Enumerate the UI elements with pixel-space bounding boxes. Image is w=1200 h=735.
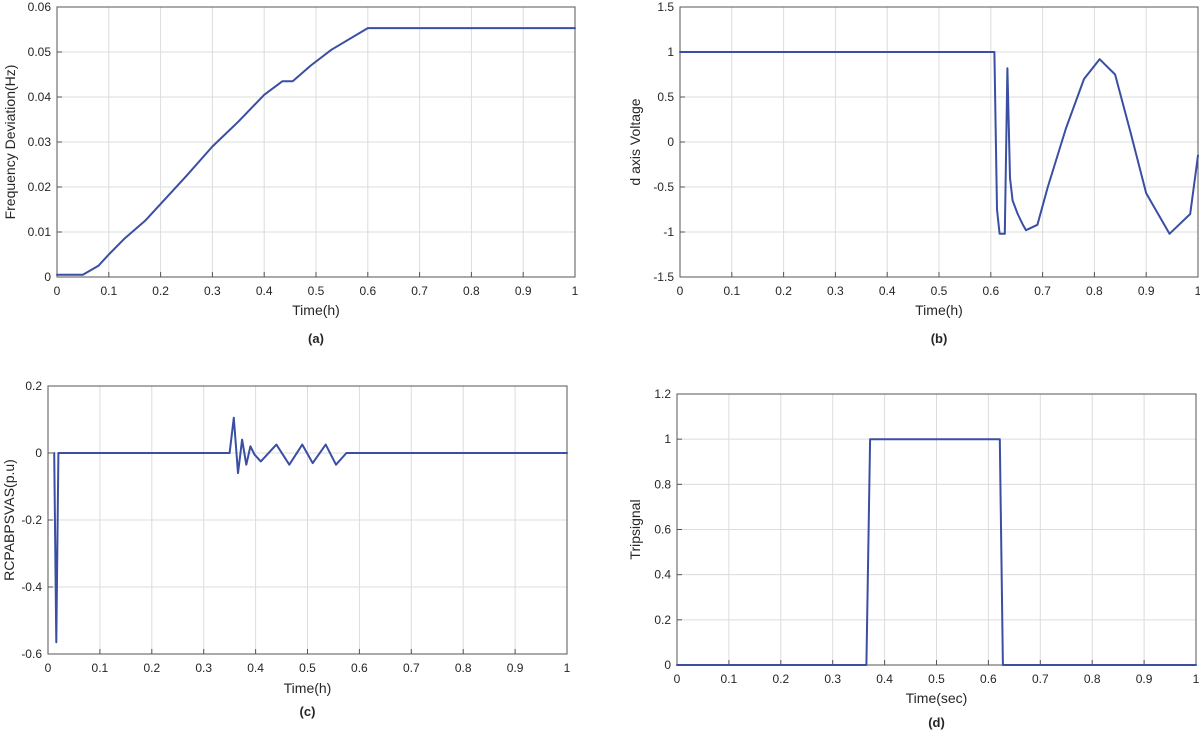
x-tick-label: 0.9 <box>1136 672 1153 686</box>
y-tick-label: 0 <box>667 135 674 149</box>
y-tick-label: 0.6 <box>654 523 671 537</box>
y-tick-label: 0.04 <box>28 90 52 104</box>
series-line <box>679 51 1199 235</box>
x-tick-label: 1 <box>572 284 579 298</box>
x-tick-label: 0.1 <box>92 661 109 675</box>
panel-b: 0 0.1 0.2 0.3 0.4 0.5 0.6 0.7 0.8 0.9 1 -1.5 -1 -0.5 0… <box>627 0 1200 346</box>
y-tick-label: 0.2 <box>654 613 671 627</box>
x-tick-label: 0.5 <box>299 661 316 675</box>
series-line <box>676 438 1197 666</box>
series-line <box>56 27 576 276</box>
x-axis-label: Time(h) <box>292 302 340 318</box>
y-tick-label: 0.01 <box>28 225 52 239</box>
x-tick-label: 0.9 <box>507 661 524 675</box>
panel-a: 0 0.1 0.2 0.3 0.4 0.5 0.6 0.7 0.8 0.9 1 0 0.01 0.02 0.… <box>2 0 579 346</box>
x-tick-label: 0.8 <box>455 661 472 675</box>
panel-c: 0 0.1 0.2 0.3 0.4 0.5 0.6 0.7 0.8 0.9 1 -0.6 -0.4 -0.… <box>1 379 571 719</box>
y-tick-label: -0.6 <box>21 647 42 661</box>
x-tick-label: 0.3 <box>195 661 212 675</box>
x-tick-label: 0.7 <box>411 284 428 298</box>
x-axis-label: Time(h) <box>915 302 963 318</box>
x-tick-label: 1 <box>564 661 571 675</box>
x-tick-label: 0.2 <box>143 661 160 675</box>
x-tick-label: 0.1 <box>100 284 117 298</box>
x-tick-label: 0.6 <box>359 284 376 298</box>
x-tick-label: 0.8 <box>1084 672 1101 686</box>
y-tick-label: 0.5 <box>657 90 674 104</box>
x-tick-label: 0.2 <box>775 284 792 298</box>
y-tick-label: 0.02 <box>28 180 52 194</box>
x-tick-label: 0.5 <box>928 672 945 686</box>
y-tick-label: 0.2 <box>25 379 42 393</box>
y-tick-label: 1 <box>667 45 674 59</box>
x-tick-label: 0.7 <box>403 661 420 675</box>
x-tick-label: 0.6 <box>351 661 368 675</box>
x-tick-label: 0.8 <box>1086 284 1103 298</box>
y-tick-label: 0.05 <box>28 45 52 59</box>
x-tick-label: 0 <box>674 672 681 686</box>
x-tick-label: 0.7 <box>1034 284 1051 298</box>
y-tick-label: -0.2 <box>21 513 42 527</box>
y-tick-label: -0.4 <box>21 580 42 594</box>
x-tick-label: 0.4 <box>879 284 896 298</box>
x-tick-label: 0.2 <box>772 672 789 686</box>
panel-caption: (d) <box>928 715 945 730</box>
y-tick-label: 0.03 <box>28 135 52 149</box>
y-tick-label: 0 <box>35 446 42 460</box>
x-tick-label: 0.7 <box>1032 672 1049 686</box>
panel-d: 0 0.1 0.2 0.3 0.4 0.5 0.6 0.7 0.8 0.9 1 0 0.2 0.4 0.6 0… <box>627 387 1200 730</box>
x-tick-label: 0.9 <box>515 284 532 298</box>
x-tick-label: 0.5 <box>931 284 948 298</box>
x-axis-label: Time(sec) <box>906 690 968 706</box>
x-tick-label: 0.4 <box>876 672 893 686</box>
x-tick-label: 0.5 <box>308 284 325 298</box>
y-tick-label: 1.5 <box>657 0 674 14</box>
x-tick-label: 1 <box>1195 284 1200 298</box>
y-tick-label: 1.2 <box>654 387 671 401</box>
x-tick-label: 0.3 <box>824 672 841 686</box>
y-tick-label: -1.5 <box>653 270 674 284</box>
x-tick-label: 0 <box>54 284 61 298</box>
x-tick-label: 0.4 <box>256 284 273 298</box>
y-tick-label: 0 <box>44 270 51 284</box>
y-axis-label: Frequency Deviation(Hz) <box>2 65 18 220</box>
panel-caption: (c) <box>300 704 316 719</box>
x-tick-label: 0 <box>45 661 52 675</box>
x-tick-label: 0.9 <box>1138 284 1155 298</box>
x-tick-label: 0.1 <box>721 672 738 686</box>
y-axis-label: d axis Voltage <box>627 98 643 185</box>
x-tick-label: 0.2 <box>152 284 169 298</box>
x-tick-label: 1 <box>1193 672 1200 686</box>
panel-caption: (b) <box>931 331 948 346</box>
x-tick-label: 0.6 <box>980 672 997 686</box>
x-tick-label: 0.3 <box>204 284 221 298</box>
y-tick-label: 0.4 <box>654 568 671 582</box>
x-axis-label: Time(h) <box>284 680 332 696</box>
y-axis-label: RCPABPSVAS(p.u) <box>1 459 17 581</box>
y-tick-label: 0 <box>664 658 671 672</box>
series-line <box>53 416 568 644</box>
x-tick-label: 0 <box>677 284 684 298</box>
x-tick-label: 0.6 <box>982 284 999 298</box>
x-tick-label: 0.1 <box>723 284 740 298</box>
x-tick-label: 0.4 <box>247 661 264 675</box>
y-tick-label: 0.06 <box>28 0 52 14</box>
y-tick-label: -1 <box>663 225 674 239</box>
y-tick-label: -0.5 <box>653 180 674 194</box>
x-tick-label: 0.8 <box>463 284 480 298</box>
x-tick-label: 0.3 <box>827 284 844 298</box>
y-axis-label: Tripsignal <box>627 499 643 559</box>
y-tick-label: 1 <box>664 432 671 446</box>
y-tick-label: 0.8 <box>654 477 671 491</box>
panel-caption: (a) <box>308 331 324 346</box>
